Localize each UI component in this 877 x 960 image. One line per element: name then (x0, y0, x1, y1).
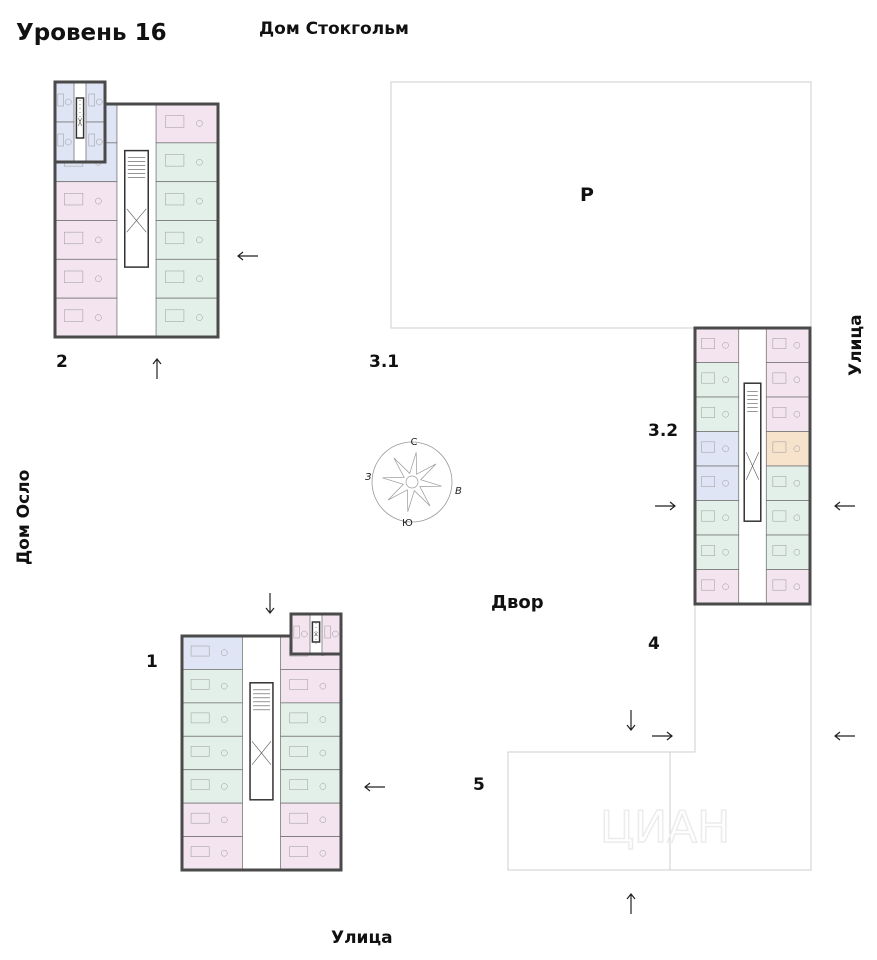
apartment[interactable] (694, 569, 740, 605)
building-1-wing[interactable] (289, 612, 343, 656)
apartment[interactable] (765, 362, 811, 398)
apartment[interactable] (280, 669, 342, 704)
compass-west: З (365, 472, 372, 483)
apartment[interactable] (181, 702, 243, 737)
building-3-1-label[interactable]: 3.1 (369, 352, 400, 372)
entrance-arrow-icon (265, 593, 275, 614)
apartment[interactable] (54, 181, 118, 221)
apartment[interactable] (280, 802, 342, 837)
entrance-arrow-icon (364, 782, 385, 792)
apartment[interactable] (155, 103, 219, 144)
entrance-arrow-icon (626, 893, 636, 914)
building-3-2-plan[interactable] (693, 326, 812, 606)
entrance-arrow-icon (834, 501, 855, 511)
building-4-5-outline (507, 604, 812, 871)
compass-star-icon (382, 452, 442, 512)
apartment[interactable] (155, 297, 219, 338)
street-right: Улица (846, 314, 866, 376)
neighbor-top: Дом Стокгольм (259, 19, 409, 39)
building-2-label[interactable]: 2 (56, 352, 68, 372)
entrance-arrow-icon (652, 731, 673, 741)
entrance-arrow-icon (834, 731, 855, 741)
street-bottom: Улица (331, 928, 393, 948)
entrance-arrow-icon (152, 358, 162, 379)
apartment[interactable] (765, 569, 811, 605)
apartment[interactable] (155, 181, 219, 221)
stair-elevator-core (311, 621, 321, 643)
parking-label: Р (580, 184, 594, 206)
apartment[interactable] (155, 220, 219, 260)
stair-elevator-core (743, 382, 762, 522)
apartment[interactable] (54, 220, 118, 260)
entrance-arrow-icon (237, 251, 258, 261)
entrance-arrow-icon (655, 501, 676, 511)
compass-south: Ю (402, 518, 413, 529)
compass: С В Ю З (365, 437, 462, 529)
apartment[interactable] (181, 735, 243, 771)
apartment[interactable] (181, 802, 243, 837)
stair-elevator-core (249, 682, 274, 801)
apartment[interactable] (694, 396, 740, 432)
stair-elevator-core (75, 97, 85, 139)
apartment[interactable] (694, 431, 740, 467)
apartment[interactable] (765, 500, 811, 536)
stair-elevator-core (124, 149, 149, 268)
parking-outline (390, 81, 812, 329)
building-4-label[interactable]: 4 (648, 634, 660, 654)
yard-label: Двор (491, 592, 544, 613)
building-1-plan[interactable] (180, 634, 343, 872)
building-3-2-label[interactable]: 3.2 (648, 421, 679, 441)
neighbor-left: Дом Осло (14, 469, 34, 565)
compass-north: С (411, 437, 418, 448)
compass-east: В (455, 486, 462, 497)
apartment[interactable] (54, 297, 118, 338)
building-1-label[interactable]: 1 (146, 652, 158, 672)
building-5-label[interactable]: 5 (473, 775, 485, 795)
apartment[interactable] (694, 362, 740, 398)
watermark: ЦИАН (600, 802, 730, 853)
building-2-wing[interactable] (53, 80, 107, 164)
entrance-arrow-icon (626, 710, 636, 731)
page-title: Уровень 16 (16, 20, 167, 46)
apartment[interactable] (280, 702, 342, 737)
apartment[interactable] (181, 669, 243, 704)
apartment[interactable] (694, 465, 740, 501)
apartment[interactable] (155, 258, 219, 299)
